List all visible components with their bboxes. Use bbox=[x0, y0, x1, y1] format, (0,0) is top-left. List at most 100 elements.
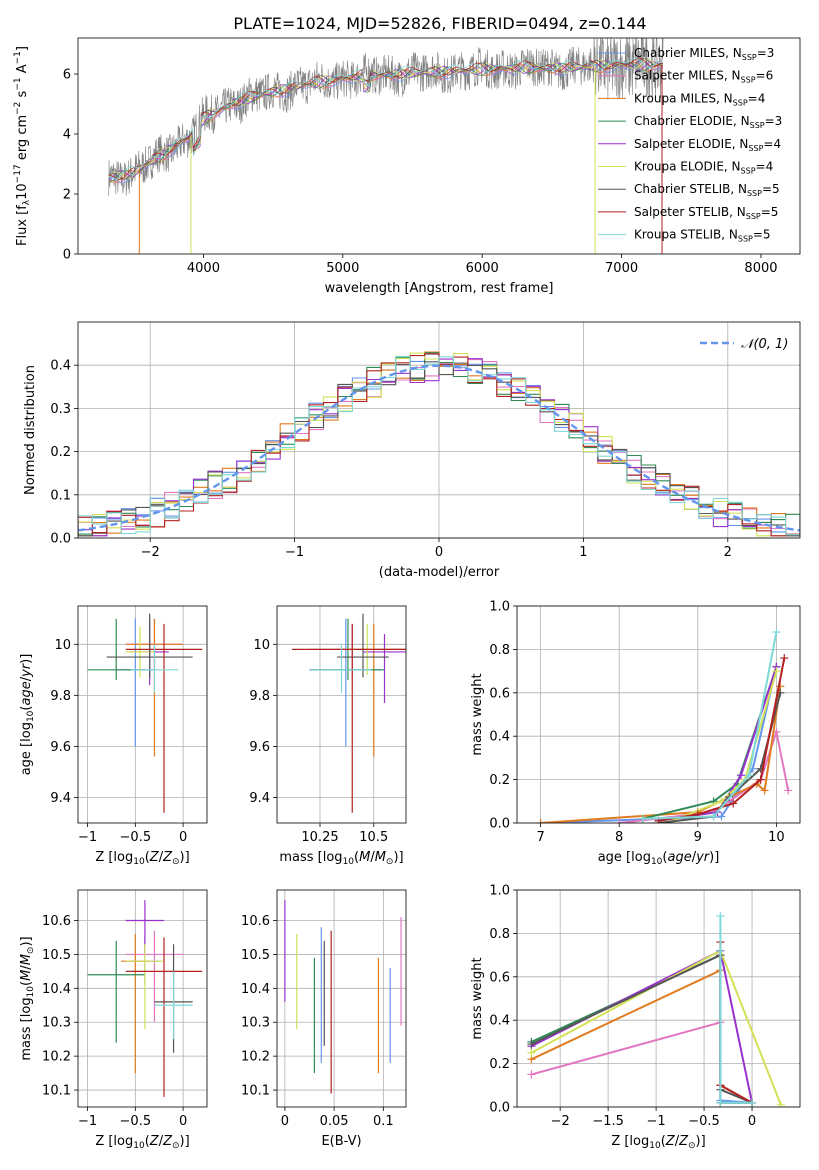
x-tick-label: 0.1 bbox=[373, 1114, 394, 1129]
x-tick-label: −1 bbox=[78, 830, 97, 845]
y-tick-label: 0.8 bbox=[489, 643, 510, 658]
y-tick-label: 1.0 bbox=[489, 884, 510, 899]
y-axis-label: age [log10(age/yr)] bbox=[19, 654, 36, 776]
plot-area bbox=[87, 900, 203, 1097]
x-tick-label: 5000 bbox=[326, 261, 359, 276]
x-tick-label: 0.05 bbox=[320, 1114, 349, 1129]
y-tick-label: 10.2 bbox=[42, 1050, 71, 1065]
panel-massweight_vs_Z: −2 −1.5 −1 −0.5 0 0.0 0.2 0.4 0.6 0.8 1.0 Z [log10(… bbox=[470, 884, 801, 1151]
legend-label: Salpeter ELODIE, NSSP=4 bbox=[634, 137, 781, 153]
y-axis-label: Flux [fλ10−17 erg cm−2 s−1 A−1] bbox=[13, 46, 32, 246]
legend-label: Kroupa MILES, NSSP=4 bbox=[634, 91, 765, 107]
weight-line-8 bbox=[642, 631, 778, 820]
x-tick-label: 0 bbox=[748, 1114, 756, 1129]
x-axis-label: Z [log10(Z/Z⊙)] bbox=[95, 1134, 189, 1151]
y-axis-label: mass weight bbox=[470, 957, 485, 1039]
x-axis-label: (data-model)/error bbox=[379, 565, 500, 580]
axes-frame bbox=[276, 605, 407, 824]
plot-area bbox=[87, 613, 203, 813]
weight-line-0 bbox=[540, 666, 778, 823]
axes-frame bbox=[77, 37, 801, 255]
y-tick-label: 0.6 bbox=[489, 970, 510, 985]
y-tick-label: 0.0 bbox=[50, 532, 71, 547]
y-tick-label: 9.8 bbox=[249, 689, 270, 704]
y-tick-label: 0.0 bbox=[489, 1101, 510, 1116]
y-tick-label: 0.6 bbox=[489, 686, 510, 701]
figure-title: PLATE=1024, MJD=52826, FIBERID=0494, z=0… bbox=[233, 14, 646, 33]
y-tick-label: 10.4 bbox=[42, 982, 71, 997]
y-tick-label: 6 bbox=[63, 68, 71, 83]
observed-spectrum bbox=[108, 38, 664, 197]
weight-line-2 bbox=[540, 686, 782, 823]
x-tick-label: 0 bbox=[179, 1114, 187, 1129]
y-tick-label: 0.2 bbox=[489, 1057, 510, 1072]
plot-area bbox=[108, 38, 664, 254]
y-tick-label: 10.4 bbox=[241, 982, 270, 997]
axes-frame bbox=[516, 605, 801, 824]
y-tick-label: 0 bbox=[63, 248, 71, 263]
plot-area bbox=[536, 628, 793, 823]
y-tick-label: 0.3 bbox=[50, 402, 71, 417]
plot-area bbox=[527, 912, 785, 1107]
y-axis-label: mass [log10(M/M⊙)] bbox=[19, 936, 36, 1060]
y-tick-label: 10 bbox=[253, 638, 270, 653]
panel-massweight_vs_age: 7 8 9 10 0.0 0.2 0.4 0.6 0.8 1.0 age [log10(age/yr… bbox=[470, 600, 801, 867]
y-tick-label: 9.4 bbox=[249, 791, 270, 806]
x-tick-label: −1 bbox=[78, 1114, 97, 1129]
weight-line-5 bbox=[666, 670, 778, 823]
weight-line-8 bbox=[719, 916, 752, 1104]
x-tick-label: 1 bbox=[579, 545, 587, 560]
y-tick-label: 10.6 bbox=[241, 914, 270, 929]
axes-frame bbox=[276, 889, 407, 1108]
panel-mass_vs_ebv: 0 0.05 0.1 10.1 10.2 10.3 10.4 10.5 10.6 bbox=[241, 889, 407, 1129]
axes-frame bbox=[77, 321, 801, 539]
y-tick-label: 9.8 bbox=[50, 689, 71, 704]
y-tick-label: 0.0 bbox=[489, 817, 510, 832]
y-tick-label: 0.2 bbox=[50, 445, 71, 460]
x-tick-label: −0.5 bbox=[688, 1114, 720, 1129]
legend-label: Salpeter MILES, NSSP=6 bbox=[634, 69, 773, 85]
x-tick-label: 9 bbox=[694, 830, 702, 845]
plot-area bbox=[78, 351, 800, 537]
y-tick-label: 9.4 bbox=[50, 791, 71, 806]
y-tick-label: 10.3 bbox=[42, 1016, 71, 1031]
y-axis-label: mass weight bbox=[470, 673, 485, 755]
plot-area bbox=[284, 900, 402, 1094]
y-axis-label: Normed distribution bbox=[23, 365, 38, 495]
legend-label: 𝒩(0, 1) bbox=[741, 337, 788, 352]
x-tick-label: −1 bbox=[285, 545, 304, 560]
x-tick-label: 7000 bbox=[605, 261, 638, 276]
axes-frame bbox=[516, 889, 801, 1108]
panel-age_vs_Z: −1 −0.5 0 9.4 9.6 9.8 10 Z [log10(Z/Z⊙)] age [lo… bbox=[19, 605, 208, 867]
y-tick-label: 9.6 bbox=[249, 740, 270, 755]
model-spectrum-8 bbox=[108, 57, 663, 180]
y-tick-label: 0.4 bbox=[50, 359, 71, 374]
y-tick-label: 10 bbox=[54, 638, 71, 653]
panel-mass_vs_Z: −1 −0.5 0 10.1 10.2 10.3 10.4 10.5 10.6 Z [log10(… bbox=[19, 889, 208, 1151]
x-tick-label: −1.5 bbox=[592, 1114, 624, 1129]
legend-label: Kroupa STELIB, NSSP=5 bbox=[634, 228, 771, 244]
x-tick-label: 10.25 bbox=[301, 830, 338, 845]
panel-spectrum: 4000 5000 6000 7000 8000 0 2 4 6 wavelength [Angs… bbox=[13, 37, 801, 296]
x-axis-label: age [log10(age/yr)] bbox=[598, 850, 720, 867]
x-axis-label: wavelength [Angstrom, rest frame] bbox=[325, 281, 554, 296]
plot-area bbox=[292, 613, 406, 813]
x-tick-label: 0 bbox=[179, 830, 187, 845]
x-tick-label: 4000 bbox=[187, 261, 220, 276]
x-tick-label: −1 bbox=[647, 1114, 666, 1129]
y-tick-label: 10.3 bbox=[241, 1016, 270, 1031]
legend-label: Chabrier MILES, NSSP=3 bbox=[634, 46, 774, 62]
panel-age_vs_mass: 10.25 10.5 9.4 9.6 9.8 10 mass [log10(M/M⊙)] bbox=[249, 605, 407, 867]
y-tick-label: 9.6 bbox=[50, 740, 71, 755]
legend-label: Chabrier ELODIE, NSSP=3 bbox=[634, 114, 782, 130]
y-tick-label: 0.8 bbox=[489, 927, 510, 942]
y-tick-label: 4 bbox=[63, 128, 71, 143]
x-tick-label: 2 bbox=[724, 545, 732, 560]
weight-line-6 bbox=[530, 953, 753, 1104]
y-tick-label: 10.1 bbox=[42, 1084, 71, 1099]
x-axis-label: Z [log10(Z/Z⊙)] bbox=[611, 1134, 705, 1151]
x-tick-label: 0 bbox=[435, 545, 443, 560]
x-axis-label: E(B-V) bbox=[321, 1134, 361, 1149]
y-tick-label: 0.1 bbox=[50, 488, 71, 503]
